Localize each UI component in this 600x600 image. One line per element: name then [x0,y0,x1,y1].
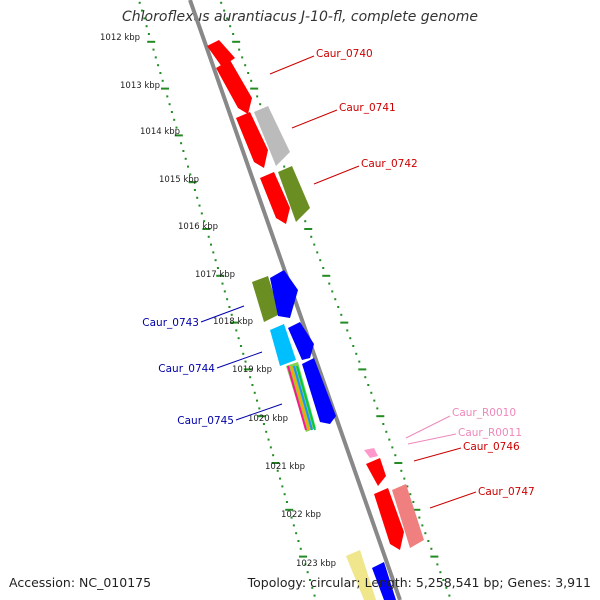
feature-caur-0746[interactable] [366,458,386,486]
gene-label-caur-0742[interactable]: Caur_0742 [361,158,418,170]
feature-blue-bottom[interactable] [372,562,396,600]
feature-caur-r0010[interactable] [364,448,378,458]
left-scale-dots [138,1,316,597]
accession-text: Accession: NC_010175 [9,575,152,590]
kbp-tick-label: 1012 kbp [100,33,140,43]
gene-leader-line [235,403,283,421]
feature-caur-0745-blue[interactable] [302,358,336,424]
kbp-tick-label: 1013 kbp [120,81,160,91]
feature-caur-0745-stripe [290,365,310,431]
gene-label-caur-0746[interactable]: Caur_0746 [463,441,520,453]
kbp-tick-label: 1015 kbp [159,175,199,185]
feature-caur-0742[interactable] [260,172,290,224]
gene-leader-line [405,415,451,439]
kbp-tick-label: 1021 kbp [265,462,305,472]
gene-label-caur-0740[interactable]: Caur_0740 [316,48,373,60]
gene-leader-line [313,165,360,185]
gene-label-caur-0744[interactable]: Caur_0744 [158,363,215,375]
feature-caur-0747[interactable] [374,488,404,550]
kbp-tick-label: 1023 kbp [296,559,336,569]
gene-label-caur-r0010[interactable]: Caur_R0010 [452,407,516,419]
gene-features[interactable] [207,40,424,600]
feature-caur-0747-salmon[interactable] [392,484,424,548]
gene-labels[interactable]: Caur_0740 Caur_0741 Caur_0742 Caur_0743 Caur… [142,48,535,509]
gene-leader-line [407,433,457,445]
kbp-tick-label: 1017 kbp [195,270,235,280]
kbp-tick-label: 1014 kbp [140,127,180,137]
right-scale-dots [220,1,451,597]
gene-leader-line [291,109,338,129]
feature-caur-0740[interactable] [207,40,235,67]
kbp-tick-label: 1019 kbp [232,365,272,375]
feature-caur-0741[interactable] [236,112,268,168]
feature-caur-0742-olive[interactable] [278,166,310,222]
gene-label-caur-r0011[interactable]: Caur_R0011 [458,427,522,439]
gene-leader-line [269,55,315,75]
feature-caur-0740b[interactable] [216,60,252,114]
feature-caur-0743-olive[interactable] [252,276,280,322]
gene-leader-line [200,305,245,323]
gene-label-caur-0741[interactable]: Caur_0741 [339,102,396,114]
feature-caur-0745-stripe [287,365,307,431]
feature-caur-0744-blue[interactable] [288,322,314,360]
feature-caur-0744-cyan[interactable] [270,324,296,366]
kbp-tick-labels: 1012 kbp 1013 kbp 1014 kbp 1015 kbp 1016 kbp… [100,33,336,569]
feature-yellow-bottom[interactable] [346,550,376,600]
feature-caur-0745-stripe [296,365,316,431]
feature-caur-0745-stripe [293,365,313,431]
genome-summary-text: Topology: circular; Length: 5,258,541 bp… [247,575,591,590]
kbp-tick-label: 1016 kbp [178,222,218,232]
kbp-tick-label: 1022 kbp [281,510,321,520]
feature-caur-0741-gray[interactable] [254,106,290,166]
gene-leader-line [216,351,263,369]
gene-label-caur-0743[interactable]: Caur_0743 [142,317,199,329]
gene-leader-line [413,447,462,462]
gene-label-caur-0745[interactable]: Caur_0745 [177,415,234,427]
page-title: Chloroflexus aurantiacus J-10-fl, comple… [122,9,478,25]
kbp-tick-label: 1018 kbp [213,317,253,327]
gene-label-caur-0747[interactable]: Caur_0747 [478,486,535,498]
feature-caur-0743-blue[interactable] [270,270,298,318]
kbp-tick-label: 1020 kbp [248,414,288,424]
gene-leader-line [429,491,477,509]
